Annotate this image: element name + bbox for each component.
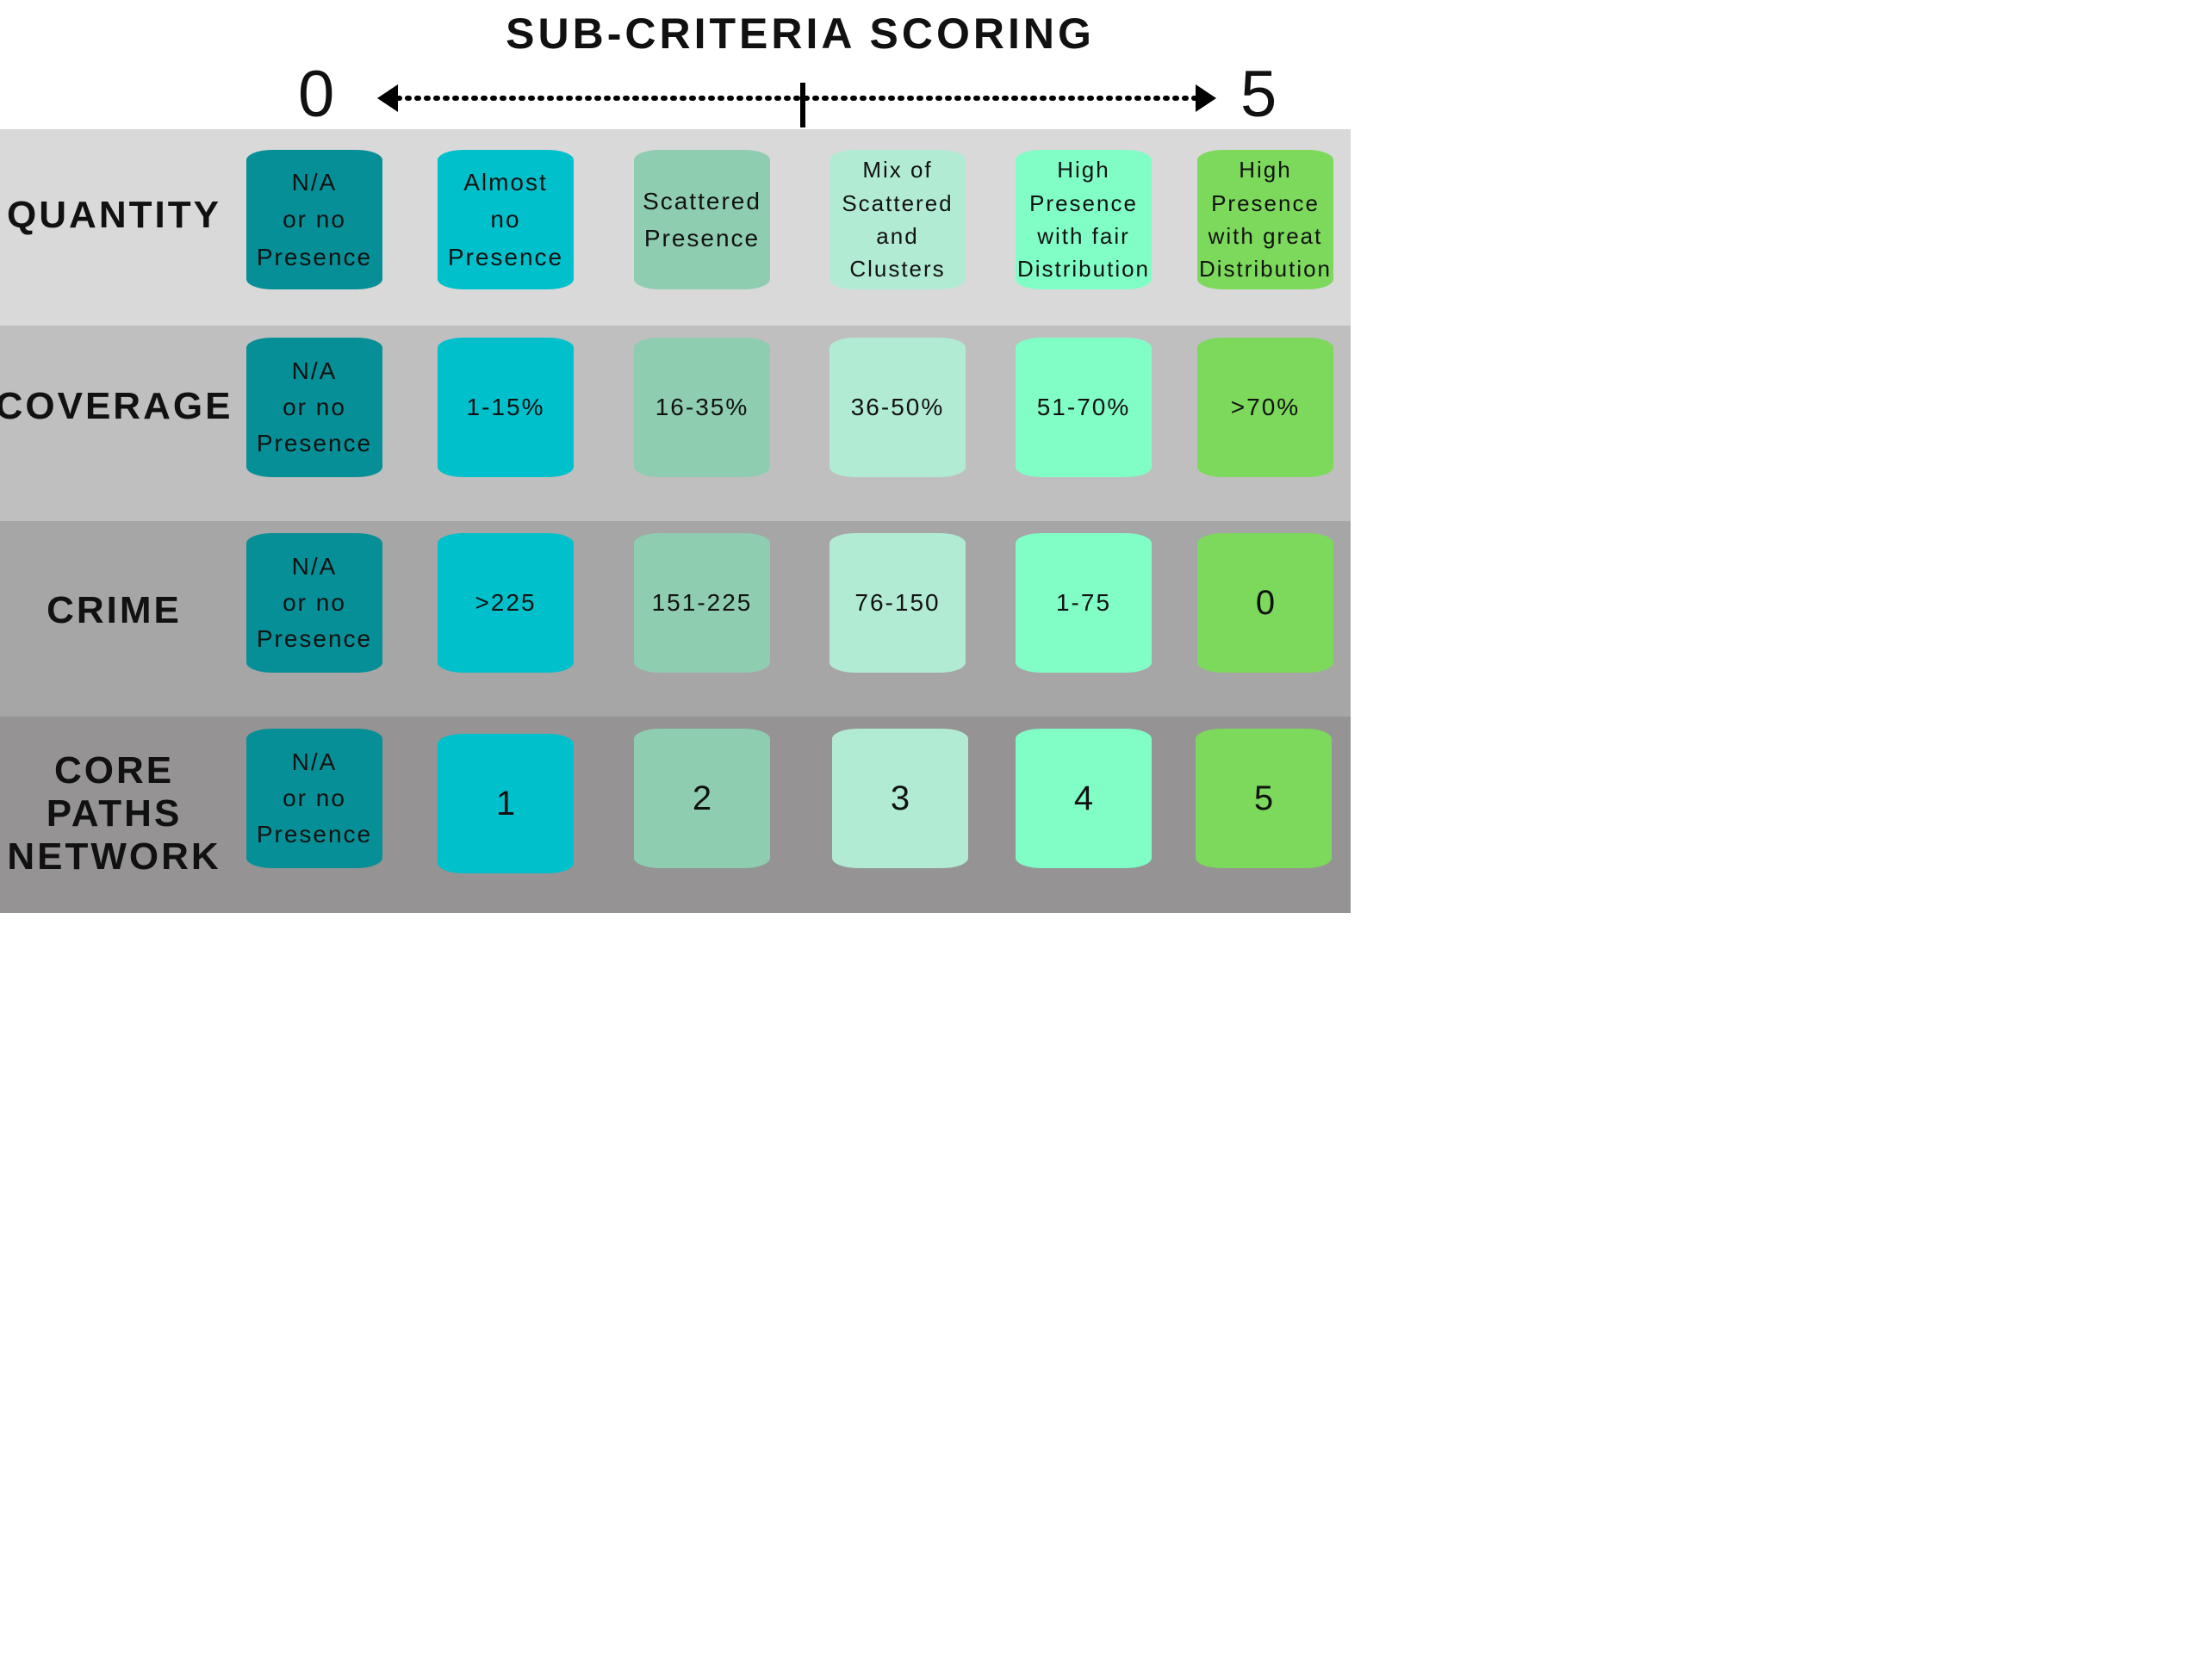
cell-quantity-score-3: Mix of Scattered and Clusters xyxy=(830,150,966,289)
cell-core-paths-score-3: 3 xyxy=(832,729,968,868)
cell-coverage-score-1: 1-15% xyxy=(438,338,574,477)
arrow-left-head xyxy=(377,84,398,112)
row-coverage: COVERAGE N/A or no Presence 1-15% 16-35%… xyxy=(0,326,1351,522)
cell-core-paths-score-2: 2 xyxy=(634,729,770,868)
cell-crime-score-0: N/A or no Presence xyxy=(246,533,382,673)
scale-max-label: 5 xyxy=(1240,58,1277,131)
arrow-right-head xyxy=(1196,84,1216,112)
cell-quantity-score-4: High Presence with fair Distribution xyxy=(1016,150,1152,289)
cell-coverage-score-0: N/A or no Presence xyxy=(246,338,382,477)
scoring-scale-arrow xyxy=(377,83,1216,127)
scale-min-label: 0 xyxy=(298,58,335,131)
cell-core-paths-score-4: 4 xyxy=(1016,729,1152,868)
row-label-coverage: COVERAGE xyxy=(0,385,233,428)
cell-coverage-score-4: 51-70% xyxy=(1016,338,1152,477)
row-label-crime: CRIME xyxy=(47,589,182,632)
cell-quantity-score-1: Almost no Presence xyxy=(438,150,574,289)
row-label-core-paths-network: CORE PATHS NETWORK xyxy=(7,749,221,878)
cell-coverage-score-2: 16-35% xyxy=(634,338,770,477)
cell-quantity-score-2: Scattered Presence xyxy=(634,150,770,289)
diagram-title: SUB-CRITERIA SCORING xyxy=(506,9,1095,58)
cell-crime-score-3: 76-150 xyxy=(830,533,966,673)
cell-crime-score-1: >225 xyxy=(438,533,574,673)
row-quantity: QUANTITY N/A or no Presence Almost no Pr… xyxy=(0,129,1351,326)
cell-core-paths-score-5: 5 xyxy=(1196,729,1332,868)
cell-crime-score-4: 1-75 xyxy=(1016,533,1152,673)
row-core-paths-network: CORE PATHS NETWORK N/A or no Presence 1 … xyxy=(0,717,1351,913)
cell-coverage-score-5: >70% xyxy=(1197,338,1333,477)
cell-core-paths-score-0: N/A or no Presence xyxy=(246,729,382,868)
row-label-quantity: QUANTITY xyxy=(7,194,221,237)
cell-crime-score-2: 151-225 xyxy=(634,533,770,673)
cell-crime-score-5: 0 xyxy=(1197,533,1333,673)
cell-core-paths-score-1: 1 xyxy=(438,734,574,873)
row-crime: CRIME N/A or no Presence >225 151-225 76… xyxy=(0,521,1351,717)
cell-quantity-score-0: N/A or no Presence xyxy=(246,150,382,289)
cell-quantity-score-5: High Presence with great Distribution xyxy=(1197,150,1333,289)
cell-coverage-score-3: 36-50% xyxy=(830,338,966,477)
